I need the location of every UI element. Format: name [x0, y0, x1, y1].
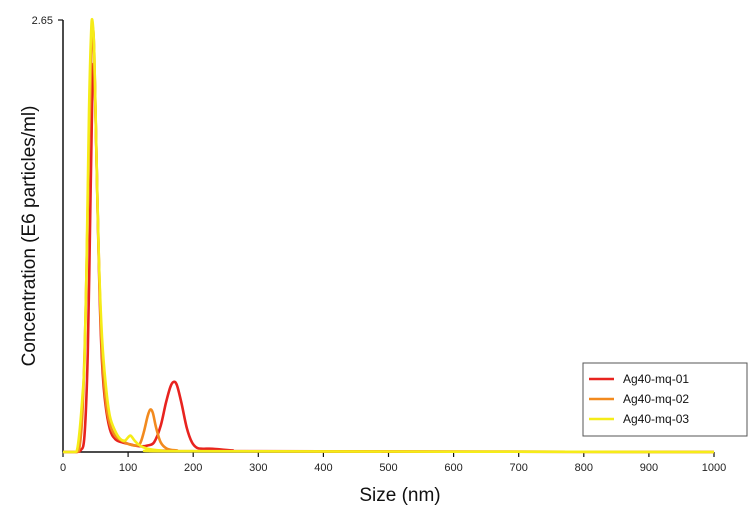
x-tick-label: 600: [444, 462, 462, 474]
y-axis-title: Concentration (E6 particles/ml): [19, 106, 40, 367]
x-tick-label: 1000: [702, 462, 726, 474]
legend-label: Ag40-mq-01: [623, 372, 689, 386]
legend-items: Ag40-mq-01 Ag40-mq-02 Ag40-mq-03: [589, 372, 689, 426]
legend-box: [582, 362, 748, 437]
x-tick-label: 500: [379, 462, 397, 474]
legend-label: Ag40-mq-03: [623, 412, 689, 426]
x-tick-label: 200: [184, 462, 202, 474]
x-tick-label: 800: [575, 462, 593, 474]
x-tick-label: 700: [510, 462, 528, 474]
legend-label: Ag40-mq-02: [623, 392, 689, 406]
y-tick-label: 2.65: [32, 15, 53, 27]
series-line-ag40-mq-03: [63, 17, 715, 454]
x-axis-ticks: 0 100 200 300 400 500 600 700 800 900 1000: [60, 452, 726, 474]
legend: Ag40-mq-01 Ag40-mq-02 Ag40-mq-03: [582, 362, 748, 437]
series-lines: [63, 17, 715, 454]
x-tick-label: 900: [640, 462, 658, 474]
x-axis-title: Size (nm): [359, 485, 440, 506]
x-tick-label: 400: [314, 462, 332, 474]
x-tick-label: 300: [249, 462, 267, 474]
x-tick-label: 0: [60, 462, 66, 474]
x-tick-label: 100: [119, 462, 137, 474]
